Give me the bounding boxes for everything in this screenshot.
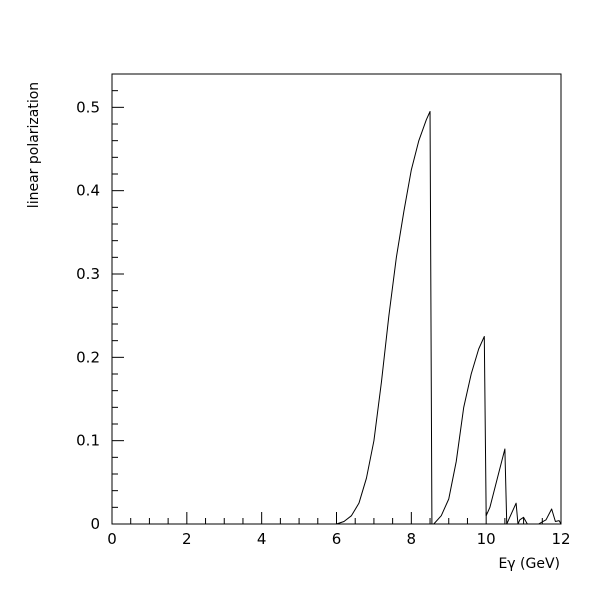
x-tick-label: 12: [551, 530, 570, 548]
x-tick-label: 6: [332, 530, 342, 548]
x-tick-label: 4: [257, 530, 267, 548]
y-axis-label: linear polarization: [26, 82, 42, 208]
x-tick-label: 0: [107, 530, 117, 548]
y-tick-label: 0.1: [76, 432, 100, 450]
x-tick-label: 8: [407, 530, 417, 548]
x-tick-label: 2: [182, 530, 192, 548]
polarization-series-line: [329, 111, 562, 525]
y-tick-label: 0.5: [76, 98, 100, 116]
x-axis-label: Eγ (GeV): [498, 556, 560, 572]
plot-frame: [111, 73, 562, 525]
x-tick-label: 10: [477, 530, 496, 548]
y-tick-label: 0: [90, 515, 100, 533]
y-tick-label: 0.2: [76, 348, 100, 366]
y-tick-label: 0.4: [76, 182, 100, 200]
y-tick-label: 0.3: [76, 265, 100, 283]
